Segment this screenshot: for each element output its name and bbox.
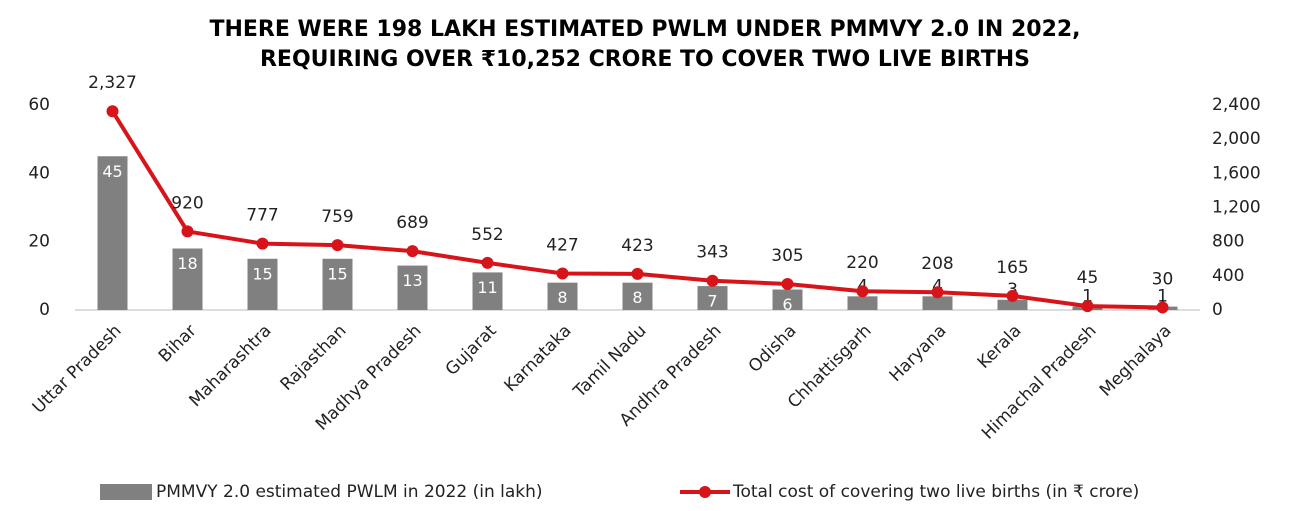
y2-tick-label: 400 <box>1212 266 1244 286</box>
bar <box>997 299 1028 310</box>
line-marker <box>706 274 719 287</box>
line-marker <box>181 225 194 238</box>
line-value-label: 165 <box>996 258 1028 278</box>
bar-value-label: 1 <box>1157 287 1168 307</box>
bar-value-label: 45 <box>102 162 122 181</box>
line-marker <box>1081 300 1094 313</box>
x-tick-label: Meghalaya <box>1096 321 1176 401</box>
bar-value-label: 15 <box>252 264 272 283</box>
bar <box>97 156 128 310</box>
legend-swatch <box>100 484 152 500</box>
line-marker <box>781 277 794 290</box>
line-marker <box>1156 301 1169 314</box>
bar <box>922 296 953 310</box>
y-tick-label: 60 <box>28 95 50 115</box>
line-marker <box>856 285 869 298</box>
bar-value-label: 13 <box>402 271 422 290</box>
bar <box>547 282 578 310</box>
bar <box>772 289 803 310</box>
bar-value-label: 11 <box>477 278 497 297</box>
y2-tick-label: 2,000 <box>1212 129 1261 149</box>
line-marker <box>106 105 119 118</box>
line-marker <box>481 256 494 269</box>
line-value-label: 30 <box>1152 269 1174 289</box>
line-value-label: 220 <box>846 253 878 273</box>
line-value-label: 45 <box>1077 268 1099 288</box>
line-value-label: 305 <box>771 246 803 266</box>
line-value-label: 552 <box>471 225 503 245</box>
bar <box>247 258 278 310</box>
y-tick-label: 20 <box>28 232 50 252</box>
line-marker <box>256 237 269 250</box>
bar-value-label: 6 <box>782 295 792 314</box>
x-tick-label: Uttar Pradesh <box>29 321 126 418</box>
line-marker <box>1006 289 1019 302</box>
x-tick-label: Karnataka <box>500 321 575 396</box>
x-tick-label: Tamil Nadu <box>569 321 650 402</box>
x-tick-label: Odisha <box>745 321 801 377</box>
bar-value-label: 3 <box>1007 280 1018 300</box>
x-tick-label: Rajasthan <box>277 321 351 395</box>
line-marker <box>631 267 644 280</box>
line-marker <box>556 267 569 280</box>
y-tick-label: 40 <box>28 163 50 183</box>
line-value-label: 920 <box>171 193 203 213</box>
bar-value-label: 1 <box>1082 287 1093 307</box>
y2-tick-label: 800 <box>1212 232 1244 252</box>
x-tick-label: Haryana <box>886 321 951 386</box>
y2-tick-label: 0 <box>1212 300 1223 320</box>
y2-tick-label: 1,600 <box>1212 163 1261 183</box>
legend-label: Total cost of covering two live births (… <box>732 482 1139 502</box>
line-value-label: 427 <box>546 236 578 256</box>
chart-title: REQUIRING OVER ₹10,252 CRORE TO COVER TW… <box>260 47 1030 72</box>
line-value-label: 759 <box>321 207 353 227</box>
line-marker <box>331 239 344 252</box>
bar-value-label: 8 <box>632 288 642 307</box>
line-marker <box>406 245 419 258</box>
bar <box>322 258 353 310</box>
y-tick-label: 0 <box>39 300 50 320</box>
bar-value-label: 8 <box>557 288 567 307</box>
bar <box>397 265 428 310</box>
bar <box>847 296 878 310</box>
bar <box>472 272 503 310</box>
line-value-label: 777 <box>246 206 278 226</box>
bar-value-label: 15 <box>327 264 347 283</box>
y2-tick-label: 1,200 <box>1212 198 1261 218</box>
x-tick-label: Kerala <box>974 321 1026 373</box>
line-value-label: 2,327 <box>88 73 137 93</box>
bar-value-label: 7 <box>707 292 717 311</box>
line-value-label: 423 <box>621 236 653 256</box>
x-tick-label: Gujarat <box>442 321 501 380</box>
bar <box>697 286 728 310</box>
bar <box>172 248 203 310</box>
line-value-label: 208 <box>921 254 953 274</box>
chart-title: THERE WERE 198 LAKH ESTIMATED PWLM UNDER… <box>209 17 1080 42</box>
line-marker <box>931 286 944 299</box>
legend-label: PMMVY 2.0 estimated PWLM in 2022 (in lak… <box>156 482 543 502</box>
x-tick-label: Bihar <box>155 321 201 367</box>
legend-swatch <box>699 486 711 498</box>
bar-value-label: 18 <box>177 254 197 273</box>
bar <box>622 282 653 310</box>
y2-tick-label: 2,400 <box>1212 95 1261 115</box>
line-value-label: 343 <box>696 243 728 263</box>
line-value-label: 689 <box>396 213 428 233</box>
